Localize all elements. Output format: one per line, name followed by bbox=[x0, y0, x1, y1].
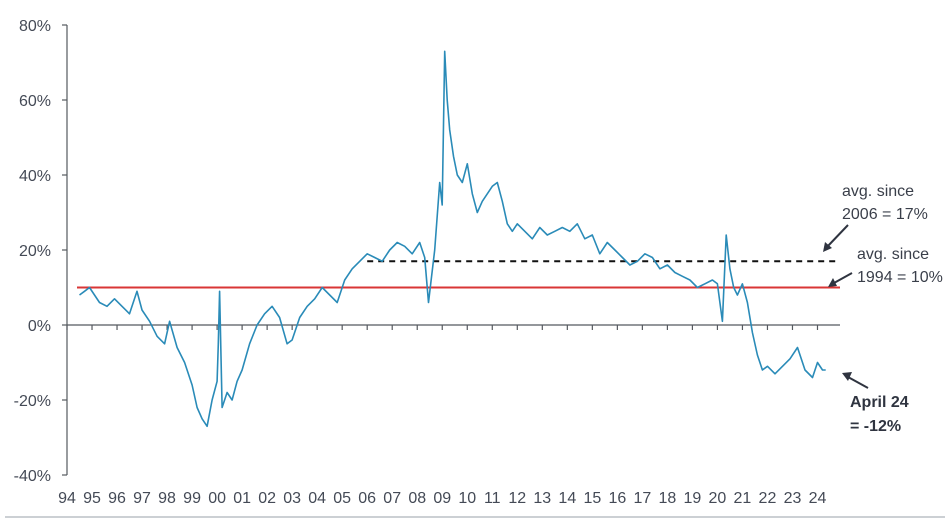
x-tick-label: 99 bbox=[183, 490, 201, 507]
annotation-avg-2006-arrowhead bbox=[823, 242, 832, 252]
x-tick-label: 95 bbox=[83, 490, 101, 507]
annotation-avg-2006-arrow bbox=[826, 224, 849, 248]
x-tick-label: 94 bbox=[58, 490, 76, 507]
x-tick-label: 17 bbox=[633, 490, 651, 507]
y-tick-label: 40% bbox=[19, 168, 51, 185]
annotation-avg-1994: avg. since 1994 = 10% bbox=[828, 246, 943, 287]
x-tick-label: 00 bbox=[208, 490, 226, 507]
x-tick-label: 15 bbox=[583, 490, 601, 507]
x-tick-label: 05 bbox=[333, 490, 351, 507]
x-tick-label: 97 bbox=[133, 490, 151, 507]
x-tick-label: 16 bbox=[608, 490, 626, 507]
annotation-april-24-arrow bbox=[847, 376, 869, 389]
y-tick-label: -40% bbox=[14, 468, 51, 485]
x-tick-label: 21 bbox=[734, 490, 752, 507]
annotation-avg-1994-line1: avg. since bbox=[857, 246, 929, 263]
reference-lines bbox=[77, 260, 840, 289]
annotation-avg-1994-line2: 1994 = 10% bbox=[857, 269, 943, 286]
series-layer bbox=[79, 50, 826, 428]
annotation-avg-2006: avg. since 2006 = 17% bbox=[823, 183, 928, 252]
x-tick-label: 19 bbox=[684, 490, 702, 507]
x-tick-label: 08 bbox=[408, 490, 426, 507]
x-tick-label: 13 bbox=[533, 490, 551, 507]
annotation-avg-1994-arrow bbox=[833, 272, 853, 284]
x-tick-label: 14 bbox=[558, 490, 576, 507]
y-axis: -40% -20% 0% 20% 40% 60% 80% bbox=[14, 18, 68, 485]
y-tick-label: 60% bbox=[19, 93, 51, 110]
x-axis: 94 95 96 97 98 99 00 01 02 03 04 05 06 07 08 09 10 11 12 13… bbox=[5, 324, 945, 518]
x-tick-label: 24 bbox=[809, 490, 827, 507]
x-tick-label: 04 bbox=[308, 490, 326, 507]
annotation-avg-1994-arrowhead bbox=[828, 278, 837, 287]
x-tick-label: 96 bbox=[108, 490, 126, 507]
x-tick-label: 09 bbox=[433, 490, 451, 507]
x-tick-label: 11 bbox=[484, 490, 501, 507]
y-tick-label: 0% bbox=[28, 318, 51, 335]
x-tick-label: 23 bbox=[784, 490, 802, 507]
x-tick-label: 12 bbox=[508, 490, 526, 507]
annotation-april-24-arrowhead bbox=[842, 372, 852, 381]
annotation-april-24-line2: = -12% bbox=[850, 418, 901, 435]
x-tick-label: 20 bbox=[709, 490, 727, 507]
x-tick-label: 18 bbox=[658, 490, 676, 507]
series-line bbox=[79, 50, 826, 428]
x-tick-label: 98 bbox=[158, 490, 176, 507]
x-tick-label: 07 bbox=[383, 490, 401, 507]
x-tick-label: 01 bbox=[233, 490, 251, 507]
x-tick-label: 10 bbox=[458, 490, 476, 507]
annotation-avg-2006-line1: avg. since bbox=[842, 183, 914, 200]
annotation-april-24-line1: April 24 bbox=[850, 394, 909, 411]
annotation-avg-2006-line2: 2006 = 17% bbox=[842, 206, 928, 223]
x-tick-label: 02 bbox=[258, 490, 276, 507]
annotation-april-24: April 24 = -12% bbox=[842, 372, 909, 435]
y-tick-label: -20% bbox=[14, 393, 51, 410]
x-tick-label: 03 bbox=[283, 490, 301, 507]
x-tick-label: 06 bbox=[358, 490, 376, 507]
x-tick-label: 22 bbox=[759, 490, 777, 507]
y-tick-label: 20% bbox=[19, 243, 51, 260]
y-tick-label: 80% bbox=[19, 18, 51, 35]
